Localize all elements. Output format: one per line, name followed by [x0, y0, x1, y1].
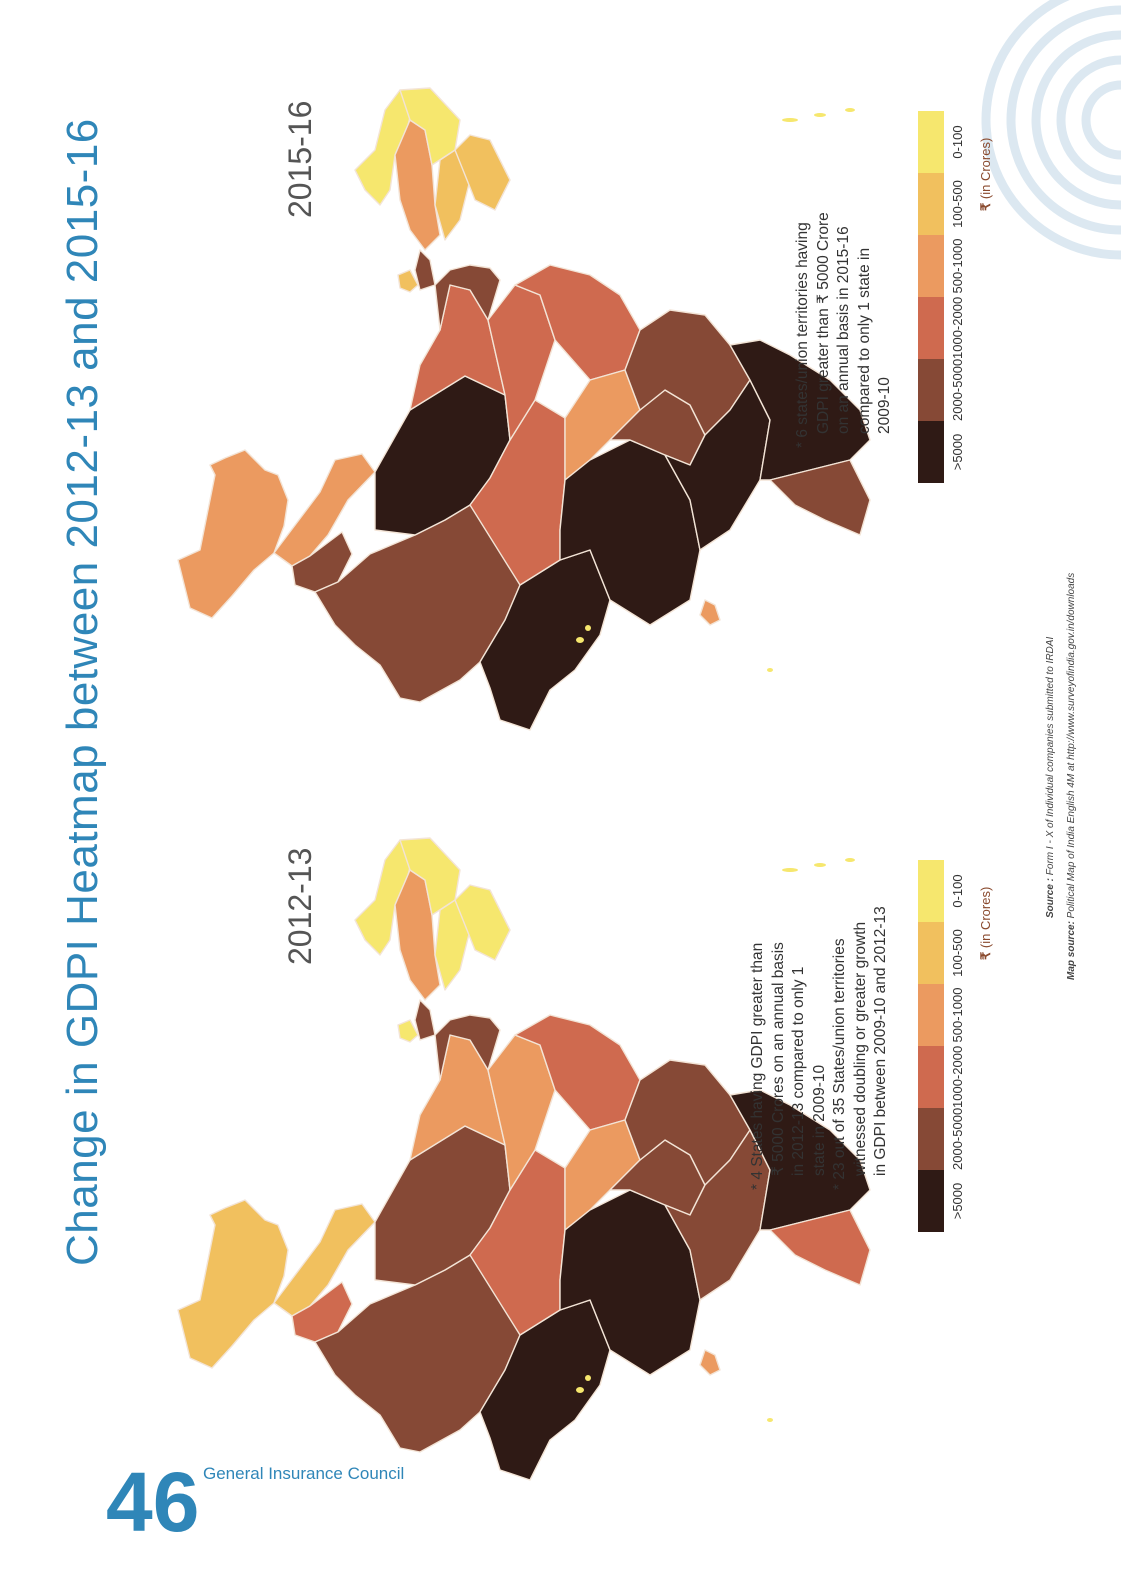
note-bullet: * 23 out of 35 States/union territories	[831, 938, 848, 1190]
legend-label-1000-2000: 1000-2000	[950, 296, 965, 359]
legend-unit: ₹ (in Crores)	[978, 137, 993, 211]
region-kerala-coast	[699, 1349, 721, 1376]
legend-swatch-gt5000	[918, 421, 944, 483]
publisher-name: General Insurance Council	[203, 1464, 405, 1483]
legend-label-gt5000: >5000	[950, 433, 965, 471]
legend-label-1000-2000: 1000-2000	[950, 1045, 965, 1108]
legend-label-2000-5000: 2000-5000	[950, 358, 965, 421]
region-sikkim	[414, 249, 436, 291]
legend-swatch-500-1000	[918, 235, 944, 297]
legend-swatch-2000-5000	[918, 1108, 944, 1170]
note-line: witnessed doubling or greater growth	[851, 921, 869, 1176]
legend-swatch-100-500	[918, 173, 944, 235]
legend-label-100-500: 100-500	[950, 929, 965, 977]
region-wb	[434, 264, 501, 331]
india-heatmap-2015-16	[177, 87, 871, 731]
legend-swatch-0-100	[918, 860, 944, 922]
legend-swatch-gt5000	[918, 1170, 944, 1232]
region-punjab	[291, 531, 353, 593]
legend-2015-16: 0-100 100-500 500-1000 1000-2000 2000-50…	[918, 111, 998, 501]
page-title: Change in GDPI Heatmap between 2012-13 a…	[58, 118, 107, 1266]
legend-swatch-1000-2000	[918, 297, 944, 359]
map-source-note: Map source: Political Map of India Engli…	[1066, 572, 1077, 980]
legend-label-2000-5000: 2000-5000	[950, 1107, 965, 1170]
region-ne-east	[454, 884, 511, 961]
legend-label-gt5000: >5000	[950, 1182, 965, 1220]
region-sikkim	[414, 999, 436, 1041]
region-tn	[729, 339, 871, 481]
note-bullet: * 6 states/union territories having	[794, 222, 811, 448]
note-line: 2009-10	[876, 377, 893, 434]
region-goa	[397, 1019, 419, 1043]
map-note-2012-13: * 4 States having GDPI greater than ₹ 50…	[748, 906, 892, 1190]
note-line: ₹ 5000 Crores on an annual basis	[769, 942, 787, 1176]
note-line: compared to only 1 state in	[855, 247, 873, 434]
legend-swatch-100-500	[918, 922, 944, 984]
legend-unit: ₹ (in Crores)	[978, 886, 993, 960]
region-tn	[729, 1089, 871, 1231]
legend-label-500-1000: 500-1000	[950, 987, 965, 1043]
region-wb	[434, 1014, 501, 1081]
note-bullet: * 4 States having GDPI greater than	[749, 942, 766, 1190]
region-ne-east	[454, 134, 511, 211]
legend-swatches	[918, 111, 944, 483]
note-line: in 2012-13 compared to only 1	[790, 966, 807, 1176]
map-note-2015-16: * 6 states/union territories having GDPI…	[793, 212, 896, 448]
legend-label-0-100: 0-100	[950, 874, 965, 908]
india-heatmap-2012-13	[177, 837, 871, 1481]
region-goa	[397, 269, 419, 293]
note-line: GDPI greater than ₹ 5000 Crore	[814, 212, 832, 434]
legend-swatch-1000-2000	[918, 1046, 944, 1108]
legend-label-100-500: 100-500	[950, 180, 965, 228]
legend-label-500-1000: 500-1000	[950, 238, 965, 294]
legend-label-0-100: 0-100	[950, 125, 965, 159]
note-line: in GDPI between 2009-10 and 2012-13	[872, 906, 889, 1176]
region-kerala	[769, 459, 871, 536]
region-kerala-coast	[699, 599, 721, 626]
region-punjab	[291, 1281, 353, 1343]
legend-swatch-500-1000	[918, 984, 944, 1046]
region-ne-small	[399, 87, 461, 166]
legend-swatches	[918, 860, 944, 1232]
note-line: on an annual basis in 2015-16	[835, 226, 852, 434]
region-ne-small	[399, 837, 461, 916]
rupee-icon: ₹	[978, 951, 993, 960]
page-number: 46	[106, 1455, 200, 1549]
legend-swatch-2000-5000	[918, 359, 944, 421]
note-line: state in 2009-10	[810, 1064, 828, 1176]
source-note: Source : Form I - X of Individual compan…	[1045, 636, 1056, 918]
rupee-icon: ₹	[978, 202, 993, 211]
legend-swatch-0-100	[918, 111, 944, 173]
region-jk	[177, 1199, 289, 1369]
region-jk	[177, 449, 289, 619]
decorative-arcs	[981, 0, 1121, 260]
region-kerala	[769, 1209, 871, 1286]
legend-2012-13: 0-100 100-500 500-1000 1000-2000 2000-50…	[918, 860, 998, 1250]
